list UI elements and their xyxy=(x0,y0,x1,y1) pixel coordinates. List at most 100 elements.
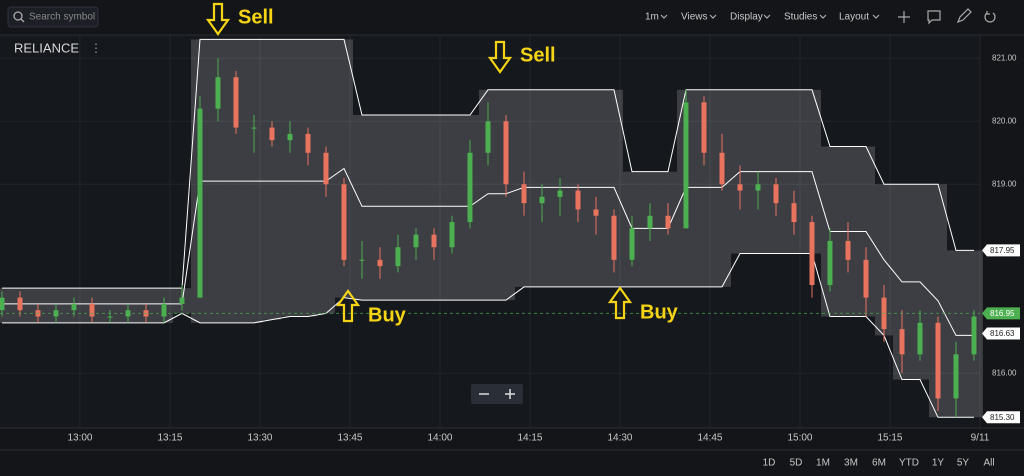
draw-icon[interactable] xyxy=(956,8,972,24)
candle-body xyxy=(791,203,797,223)
x-tick-label: 9/11 xyxy=(971,433,990,444)
menu[interactable]: Display xyxy=(730,12,763,23)
x-tick-label: 13:00 xyxy=(67,433,92,444)
annotation-arrow xyxy=(487,40,513,74)
annotation-arrow xyxy=(335,289,361,323)
candle-body xyxy=(863,259,869,298)
menu[interactable]: Studies xyxy=(784,12,817,23)
annotation-arrow xyxy=(607,286,633,320)
candle-body xyxy=(107,316,113,318)
search-placeholder[interactable]: Search symbol xyxy=(29,12,95,23)
candle-body xyxy=(899,329,905,355)
zoom-in[interactable] xyxy=(505,389,515,399)
interval-menu[interactable]: 1m xyxy=(645,12,659,23)
candle-body xyxy=(809,222,815,286)
candle-body xyxy=(683,102,689,229)
candle-body xyxy=(449,222,455,248)
range-button[interactable]: All xyxy=(983,458,994,469)
candle-body xyxy=(629,228,635,260)
candle-body xyxy=(593,209,599,216)
range-button[interactable]: 1D xyxy=(763,458,776,469)
x-tick-label: 15:00 xyxy=(787,433,812,444)
price-tag-label: 815.30 xyxy=(990,413,1015,422)
candle-body xyxy=(485,121,491,153)
channel-band xyxy=(694,89,713,287)
candle-body xyxy=(521,184,527,204)
channel-band xyxy=(0,288,11,323)
channel-band xyxy=(406,114,425,301)
annotation-label: Sell xyxy=(238,6,274,28)
candle-body xyxy=(575,190,581,210)
candle-body xyxy=(197,108,203,298)
candle-body xyxy=(773,184,779,204)
x-tick-label: 14:00 xyxy=(427,433,452,444)
y-tick-label: 816.00 xyxy=(992,368,1017,377)
annotation-label: Sell xyxy=(520,44,556,66)
candle-body xyxy=(287,133,293,141)
range-button[interactable]: 5Y xyxy=(957,458,970,469)
candle-body xyxy=(665,215,671,229)
search-box[interactable] xyxy=(7,6,99,28)
annotation-arrow xyxy=(205,2,231,36)
candle-body xyxy=(737,184,743,191)
comment-icon[interactable] xyxy=(927,10,941,25)
x-tick-label: 13:30 xyxy=(247,433,272,444)
range-button[interactable]: 1Y xyxy=(932,458,945,469)
candle-body xyxy=(539,196,545,204)
price-tag xyxy=(982,411,1020,424)
menu[interactable]: Layout xyxy=(839,12,869,23)
range-button[interactable]: YTD xyxy=(899,458,919,469)
search-icon xyxy=(13,11,23,21)
candle-body xyxy=(395,247,401,267)
candle-body xyxy=(323,152,329,185)
candle-body xyxy=(701,102,707,153)
y-tick-label: 820.00 xyxy=(992,116,1017,125)
menu[interactable]: Views xyxy=(681,12,708,23)
x-tick-label: 13:45 xyxy=(337,433,362,444)
symbol-menu[interactable]: ⋮ xyxy=(90,41,102,55)
search-icon-handle xyxy=(20,18,25,23)
candle-body xyxy=(827,240,833,286)
candle-body xyxy=(341,184,347,260)
candle-body xyxy=(89,303,95,317)
candle-body xyxy=(611,215,617,260)
channel-band xyxy=(442,114,461,301)
candle-body xyxy=(233,77,239,128)
candle-body xyxy=(845,240,851,260)
candle-body xyxy=(305,133,311,153)
toolbar-icons xyxy=(660,8,996,25)
add-icon[interactable] xyxy=(898,11,910,23)
channel-band xyxy=(280,39,299,317)
candle-body xyxy=(503,121,509,185)
range-button[interactable]: 1M xyxy=(816,458,830,469)
y-tick-label: 821.00 xyxy=(992,53,1017,62)
channel-upper-line xyxy=(1,38,974,289)
menu-carets xyxy=(660,14,880,19)
candle-body xyxy=(215,77,221,109)
annotation-label: Buy xyxy=(368,304,407,326)
reset-icon[interactable] xyxy=(984,11,996,23)
range-button[interactable]: 6M xyxy=(872,458,886,469)
candle-body xyxy=(359,259,365,261)
range-button[interactable]: 3M xyxy=(844,458,858,469)
x-tick-label: 13:15 xyxy=(157,433,182,444)
annotation-label: Buy xyxy=(640,301,679,323)
candle-body xyxy=(467,152,473,223)
candle-body xyxy=(431,234,437,248)
range-button[interactable]: 5D xyxy=(790,458,803,469)
candle-body xyxy=(17,297,23,311)
candle-body xyxy=(251,127,257,129)
channel-band xyxy=(262,39,281,320)
price-tag xyxy=(982,244,1020,257)
channel-band xyxy=(388,114,407,301)
price-tag xyxy=(982,307,1020,320)
candle-body xyxy=(269,127,275,141)
channel-band xyxy=(478,89,497,301)
x-tick-label: 14:15 xyxy=(517,433,542,444)
candle-body xyxy=(647,215,653,229)
channel-band xyxy=(946,250,965,418)
x-tick-label: 15:15 xyxy=(877,433,902,444)
candle-body xyxy=(971,316,977,355)
